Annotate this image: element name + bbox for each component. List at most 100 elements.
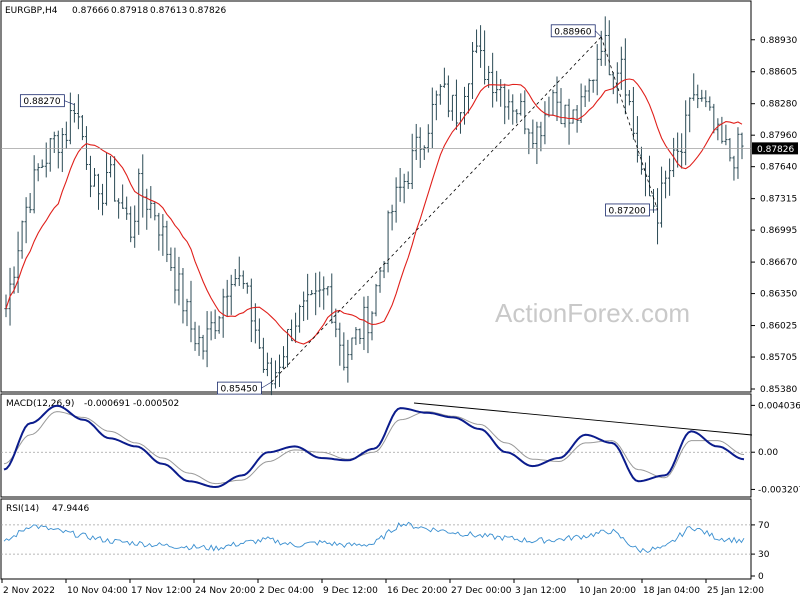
time-tick-label: 17 Nov 12:00: [131, 586, 192, 596]
price-bar: [482, 30, 487, 85]
price-bar: [338, 322, 342, 366]
price-tick-label: 0.88605: [760, 68, 797, 78]
rsi-line-group: [3, 521, 745, 554]
price-bar: [40, 159, 44, 169]
price-bar: [265, 352, 270, 377]
price-bar: [503, 83, 507, 125]
price-bar: [728, 138, 732, 162]
price-bar: [306, 273, 310, 320]
price-bar: [20, 220, 24, 259]
price-bar: [519, 93, 523, 116]
price-bar: [515, 109, 519, 124]
price-bar: [245, 282, 249, 294]
price-bar: [539, 121, 543, 152]
price-bar: [100, 183, 105, 216]
rsi-tick-label: 30: [758, 550, 770, 560]
price-bar: [209, 311, 213, 341]
time-tick-label: 24 Nov 20:00: [195, 586, 256, 596]
price-bar: [213, 309, 217, 340]
price-bar: [16, 231, 20, 293]
price-bar: [623, 38, 627, 115]
swing-trendlines: [271, 36, 658, 383]
price-bar: [173, 247, 177, 304]
price-bar: [64, 121, 68, 149]
rsi-tick-label: 0: [758, 572, 764, 582]
price-bar: [76, 94, 81, 130]
swing-label: 0.88960: [550, 24, 602, 37]
price-bar: [736, 127, 740, 179]
price-bar: [197, 325, 201, 356]
price-bar: [406, 171, 410, 189]
price-bar: [462, 86, 467, 125]
price-bar: [446, 75, 451, 118]
price-bar: [233, 269, 237, 287]
macd-tick-label: 0.00: [758, 448, 778, 458]
swing-label-text: 0.85450: [220, 385, 257, 395]
price-bar: [185, 298, 189, 327]
time-tick-label: 2 Dec 04:00: [259, 586, 314, 596]
price-bar: [297, 304, 302, 333]
price-bar: [659, 166, 664, 228]
price-bar: [543, 101, 547, 145]
price-bar: [655, 188, 660, 245]
price-bar: [96, 173, 101, 210]
price-bar: [161, 214, 165, 256]
price-bar: [450, 94, 455, 121]
price-bar: [217, 315, 221, 334]
price-bars: [4, 16, 744, 396]
price-bar: [583, 85, 587, 108]
price-tick-label: 0.85380: [760, 385, 797, 395]
price-bar: [724, 124, 728, 146]
price-bar: [418, 127, 422, 168]
current-price-line: 0.87826: [1, 142, 798, 155]
time-axis: 2 Nov 2022 10 Nov 04:00 17 Nov 12:00 24 Nov…: [1, 579, 764, 596]
price-bar: [563, 104, 567, 128]
price-tick-label: 0.86025: [760, 322, 797, 332]
price-bar: [88, 155, 93, 198]
price-tick-label: 0.88280: [760, 100, 797, 110]
price-bar: [177, 256, 181, 306]
price-bar: [495, 70, 499, 102]
price-bar: [277, 354, 282, 388]
rsi-value: 47.9446: [52, 504, 89, 514]
price-bar: [362, 296, 366, 351]
price-bar: [241, 270, 245, 289]
price-bar: [149, 186, 153, 219]
price-bar: [716, 118, 720, 141]
swing-label-leader: [64, 100, 75, 105]
price-bar: [253, 303, 257, 344]
price-bar: [507, 89, 511, 120]
swing-label: 0.85450: [217, 381, 272, 395]
time-tick-label: 25 Jan 12:00: [707, 586, 764, 596]
price-bar: [700, 89, 704, 102]
price-bar: [680, 133, 684, 169]
price-bar: [579, 83, 583, 124]
price-bar: [607, 20, 611, 76]
price-bar: [108, 155, 113, 178]
price-bar: [225, 279, 229, 317]
price-bar: [615, 62, 619, 104]
price-bar: [663, 170, 668, 199]
time-tick-label: 16 Dec 20:00: [387, 586, 448, 596]
time-tick-label: 2 Nov 2022: [3, 586, 55, 596]
price-bar: [474, 29, 479, 54]
moving-average: [5, 78, 743, 345]
price-bar: [60, 127, 64, 173]
price-bar: [740, 132, 744, 160]
time-tick-label: 10 Jan 20:00: [579, 586, 636, 596]
macd-lines: [3, 402, 753, 489]
price-bar: [575, 105, 579, 133]
price-bar: [318, 271, 322, 308]
price-bar: [302, 291, 306, 322]
price-bar: [350, 337, 354, 360]
price-bar: [342, 332, 346, 371]
price-bar: [153, 201, 157, 221]
price-bar: [627, 90, 631, 106]
macd-trendline: [413, 402, 753, 436]
price-tick-label: 0.87960: [760, 131, 797, 141]
price-bar: [639, 146, 644, 175]
price-bar: [478, 25, 483, 68]
price-bar: [193, 321, 197, 351]
price-bar: [181, 267, 185, 324]
